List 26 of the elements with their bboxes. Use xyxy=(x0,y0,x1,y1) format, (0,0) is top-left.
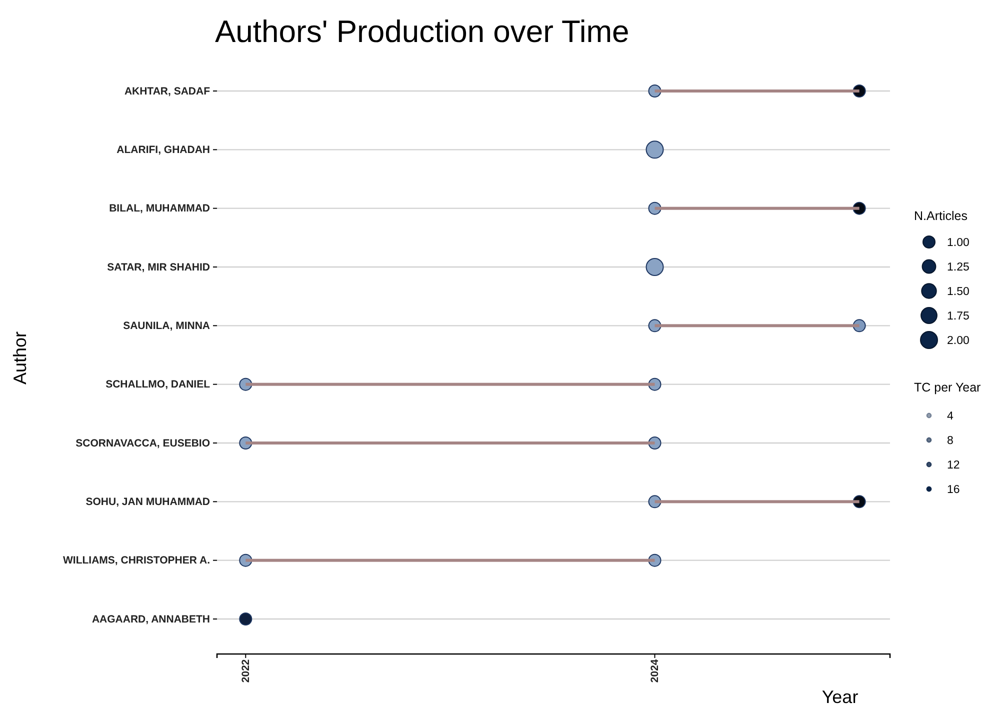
text: 4 xyxy=(947,410,954,422)
legend-label: 1.00 xyxy=(947,237,970,249)
text: 8 xyxy=(947,435,954,447)
y-tick-label: SATAR, MIR SHAHID xyxy=(107,261,210,274)
y-tick-label: SCHALLMO, DANIEL xyxy=(106,378,211,391)
x-axis-title: Year xyxy=(822,687,858,707)
x-tick-label: 2022 xyxy=(240,659,252,683)
text: TC per Year xyxy=(914,380,981,394)
legend-label: 1.75 xyxy=(947,310,970,322)
text: 16 xyxy=(947,484,960,496)
chart-title: Authors' Production over Time xyxy=(215,14,630,49)
text: 12 xyxy=(947,460,960,472)
legend-label: 1.50 xyxy=(947,286,970,298)
y-tick-label: BILAL, MUHAMMAD xyxy=(109,202,210,215)
legend-label: 1.25 xyxy=(947,262,970,274)
y-axis-title: Author xyxy=(10,331,30,385)
y-tick-label: SAUNILA, MINNA xyxy=(123,320,210,332)
y-tick-label: ALARIFI, GHADAH xyxy=(116,144,210,156)
x-tick-label: 2024 xyxy=(648,659,661,683)
y-tick-label: AAGAARD, ANNABETH xyxy=(92,613,210,626)
y-tick-label: SCORNAVACCA, EUSEBIO xyxy=(76,437,210,450)
y-tick-label: SOHU, JAN MUHAMMAD xyxy=(86,496,210,508)
legend-title: N.Articles xyxy=(914,209,968,223)
y-tick-label: AKHTAR, SADAF xyxy=(124,85,211,98)
y-tick-label: WILLIAMS, CHRISTOPHER A. xyxy=(63,554,210,567)
legend-label: 2.00 xyxy=(947,335,970,347)
